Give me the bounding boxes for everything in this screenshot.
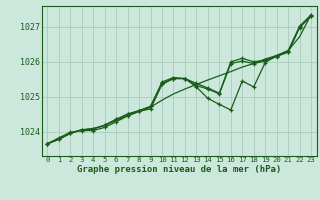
X-axis label: Graphe pression niveau de la mer (hPa): Graphe pression niveau de la mer (hPa) bbox=[77, 165, 281, 174]
